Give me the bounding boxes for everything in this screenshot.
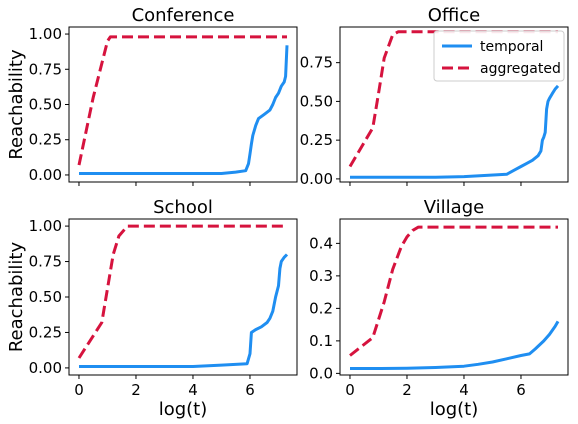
series-line-temporal	[350, 84, 560, 179]
x-axis-label: log(t)	[430, 399, 479, 420]
series-line-temporal	[79, 45, 289, 175]
y-tick-label: 0.00	[29, 166, 62, 184]
x-tick-label: 2	[131, 381, 141, 399]
subplot-school: School 0.00 0.25 0.50 0.75 1.00 0 2 4 6 Reachabili…	[6, 197, 298, 420]
y-tick-label: 0.50	[29, 288, 62, 306]
y-tick-label: 1.00	[29, 25, 62, 43]
axes-frame	[68, 26, 298, 183]
y-tick-label: 0.2	[309, 299, 333, 317]
x-tick-label: 0	[74, 381, 84, 399]
y-tick-label: 0.25	[29, 131, 62, 149]
series-line-temporal	[79, 253, 289, 368]
y-axis-label: Reachability	[6, 242, 27, 353]
subplot-conference: Conference 0.00 0.25 0.50 0.75 1.00Reachabili…	[6, 5, 298, 186]
x-tick-label: 0	[345, 381, 355, 399]
subplot-title: School	[153, 197, 213, 218]
series-line-aggregated	[77, 224, 287, 359]
series-line-aggregated	[349, 225, 558, 357]
y-tick-label: 0.75	[29, 253, 62, 271]
y-tick-label: 0.00	[300, 170, 333, 188]
subplot-office: Office 0.00 0.25 0.50 0.75 temporal aggregated	[300, 5, 569, 188]
y-tick-label: 0.75	[29, 60, 62, 78]
series-line-temporal	[350, 320, 560, 370]
x-tick-label: 6	[245, 381, 255, 399]
y-tick-label: 0.4	[309, 234, 333, 252]
x-tick-label: 6	[516, 381, 526, 399]
y-tick-label: 0.1	[309, 332, 333, 350]
y-tick-label: 0.25	[29, 323, 62, 341]
x-tick-label: 4	[459, 381, 469, 399]
subplot-title: Conference	[132, 5, 235, 26]
series-line-aggregated	[77, 35, 287, 166]
y-tick-label: 0.0	[309, 364, 333, 382]
x-tick-label: 4	[188, 381, 198, 399]
series-line-aggregated	[348, 30, 558, 168]
y-tick-label: 0.75	[300, 54, 333, 72]
y-tick-label: 0.50	[29, 96, 62, 114]
subplot-title: Office	[428, 5, 481, 26]
y-tick-label: 0.50	[300, 92, 333, 110]
legend: temporal aggregated	[433, 30, 565, 82]
y-tick-label: 0.00	[29, 359, 62, 377]
axes-frame	[68, 218, 298, 376]
y-tick-label: 0.3	[309, 267, 333, 285]
axes-frame	[339, 218, 569, 376]
y-tick-label: 1.00	[29, 217, 62, 235]
y-axis-label: Reachability	[6, 49, 27, 160]
x-tick-label: 2	[402, 381, 412, 399]
legend-label: temporal	[480, 39, 543, 55]
legend-label: aggregated	[480, 61, 561, 77]
subplot-title: Village	[424, 197, 484, 218]
axes-frame	[339, 26, 569, 183]
subplot-village: Village 0.0 0.1 0.2 0.3 0.4 0 2 4 6 log(t)	[309, 197, 569, 420]
x-axis-label: log(t)	[159, 399, 208, 420]
y-tick-label: 0.25	[300, 131, 333, 149]
